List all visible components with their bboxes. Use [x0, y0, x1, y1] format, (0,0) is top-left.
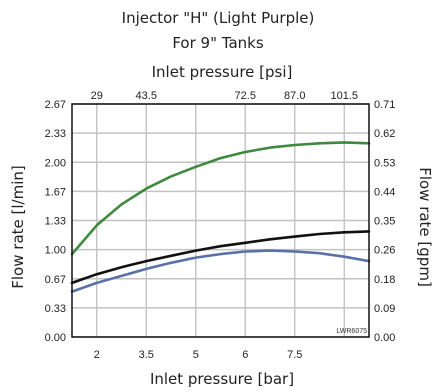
x-tick-label: 3.5 — [139, 349, 154, 361]
chart-title: Injector "H" (Light Purple) — [122, 9, 315, 27]
top-tick-label: 101.5 — [330, 90, 358, 102]
y-tick-label: 0.00 — [45, 332, 66, 344]
y2-tick-label: 0.35 — [374, 216, 395, 228]
y2-tick-label: 0.53 — [374, 157, 395, 169]
y-tick-label: 1.33 — [45, 216, 66, 228]
y-tick-label: 2.00 — [45, 157, 66, 169]
x-tick-label: 5 — [193, 349, 199, 361]
plot-frame — [71, 103, 370, 338]
chart-code-label: LWR6075 — [336, 328, 367, 335]
tick-labels: 0.00 0.00 0.33 0.09 0.67 0.18 1.00 0.26 1.33 0.35… — [45, 90, 396, 361]
y2-tick-label: 0.18 — [374, 274, 395, 286]
y-tick-label: 2.67 — [45, 99, 66, 111]
series-line — [70, 141, 371, 256]
top-tick-label: 29 — [91, 90, 103, 102]
x-tick-label: 6 — [242, 349, 248, 361]
y-tick-label: 0.33 — [45, 303, 66, 315]
top-tick-label: 43.5 — [136, 90, 157, 102]
x-axis-title: Inlet pressure [bar] — [150, 370, 294, 388]
y-tick-label: 1.00 — [45, 245, 66, 257]
series-lines — [70, 141, 371, 293]
top-axis-title: Inlet pressure [psi] — [152, 63, 293, 81]
y-tick-label: 0.67 — [45, 274, 66, 286]
series-line — [70, 249, 371, 293]
y2-axis-title: Flow rate [gpm] — [416, 167, 434, 287]
y-tick-label: 1.67 — [45, 186, 66, 198]
y-tick-label: 2.33 — [45, 128, 66, 140]
y2-tick-label: 0.09 — [374, 303, 395, 315]
x-tick-label: 7.5 — [287, 349, 302, 361]
series-line — [70, 230, 371, 285]
y2-tick-label: 0.71 — [374, 99, 395, 111]
top-tick-label: 72.5 — [235, 90, 256, 102]
top-tick-label: 87.0 — [284, 90, 305, 102]
grid-lines — [72, 103, 369, 338]
y-axis-title: Flow rate [l/min] — [9, 165, 27, 288]
y2-tick-label: 0.44 — [374, 186, 395, 198]
chart-subtitle: For 9" Tanks — [172, 34, 263, 52]
y2-tick-label: 0.62 — [374, 128, 395, 140]
x-tick-label: 2 — [94, 349, 100, 361]
y2-tick-label: 0.00 — [374, 332, 395, 344]
y2-tick-label: 0.26 — [374, 245, 395, 257]
